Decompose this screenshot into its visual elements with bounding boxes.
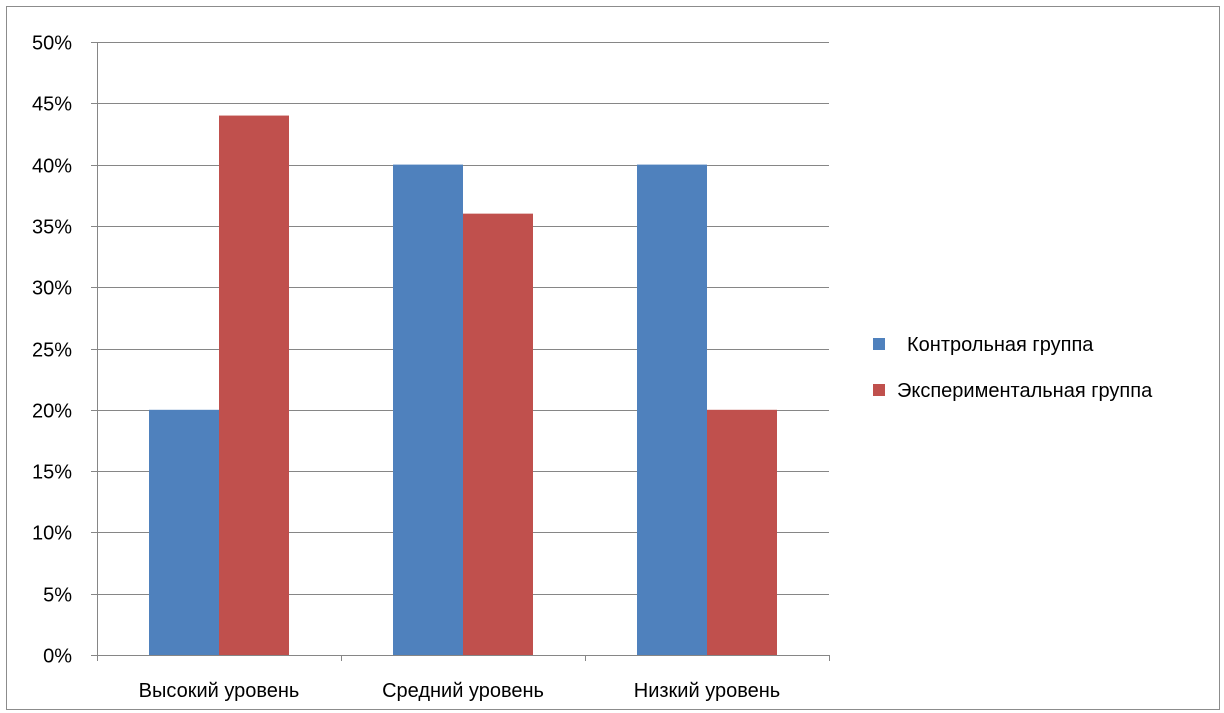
- y-tick-label: 45%: [32, 94, 72, 116]
- bar: [463, 213, 533, 655]
- y-tick-label: 40%: [32, 156, 72, 178]
- y-tick-label: 25%: [32, 340, 72, 362]
- bar: [707, 409, 777, 655]
- bar: [393, 164, 463, 655]
- y-tick-label: 20%: [32, 401, 72, 423]
- bar: [149, 409, 219, 655]
- legend-label: Экспериментальная группа: [897, 380, 1153, 402]
- y-tick-label: 50%: [32, 33, 72, 55]
- y-tick-label: 30%: [32, 278, 72, 300]
- legend-label: Контрольная группа: [907, 334, 1094, 356]
- bars: [149, 115, 777, 655]
- y-tick-labels: 0% 5% 10% 15% 20% 25% 30% 35% 40% 45% 50%: [32, 33, 72, 668]
- bar: [219, 115, 289, 655]
- x-tick-labels: Высокий уровень Средний уровень Низкий уро…: [139, 680, 781, 702]
- legend-swatch: [873, 338, 885, 350]
- axes: [91, 42, 830, 661]
- y-tick-label: 15%: [32, 462, 72, 484]
- y-tick-label: 0%: [43, 646, 72, 668]
- bar: [637, 164, 707, 655]
- y-tick-label: 35%: [32, 217, 72, 239]
- x-tick-label: Средний уровень: [382, 680, 544, 702]
- legend-swatch: [873, 384, 885, 396]
- y-tick-label: 5%: [43, 585, 72, 607]
- x-tick-label: Высокий уровень: [139, 680, 300, 702]
- y-tick-label: 10%: [32, 523, 72, 545]
- x-tick-label: Низкий уровень: [634, 680, 780, 702]
- legend: Контрольная группа Экспериментальная груп…: [873, 334, 1153, 402]
